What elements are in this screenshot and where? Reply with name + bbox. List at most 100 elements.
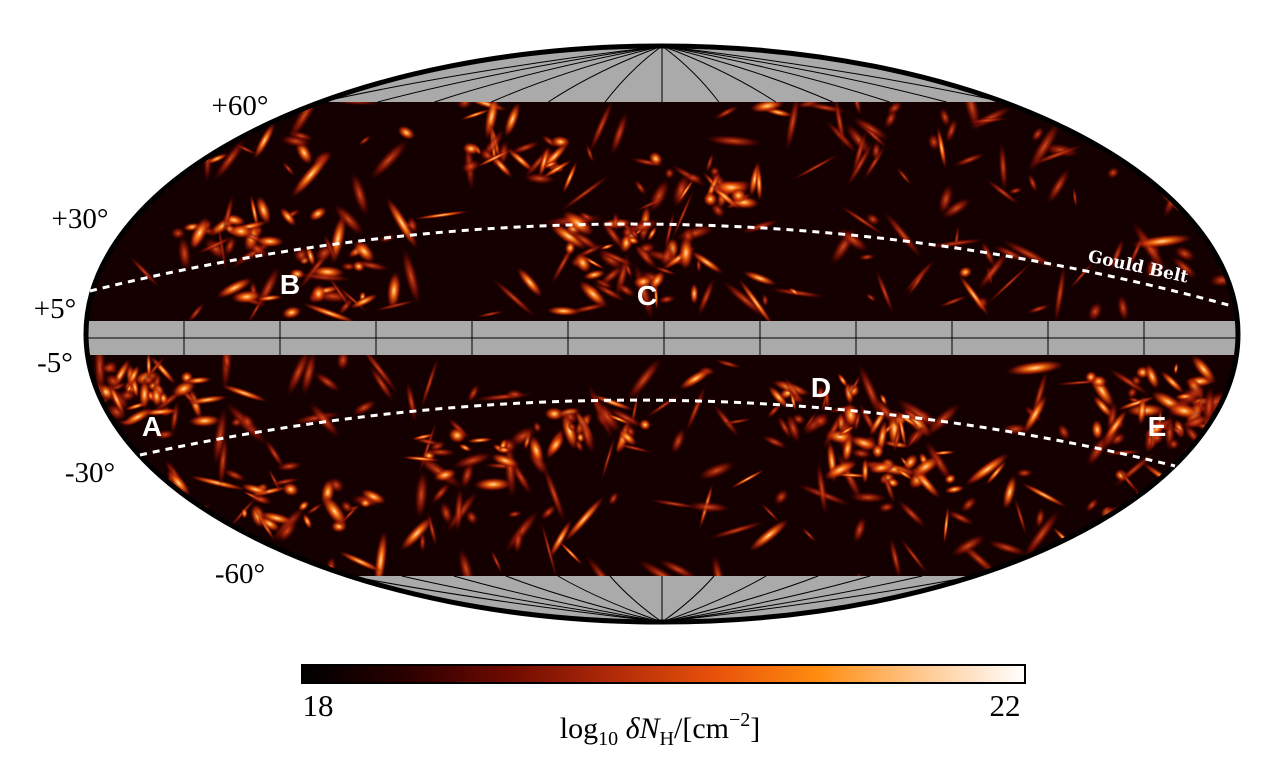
dust-clump: [987, 540, 1028, 556]
meridian-line: [661, 46, 720, 103]
dust-clump: [936, 126, 947, 169]
dust-clump: [585, 143, 595, 163]
dust-clump: [590, 394, 635, 411]
dust-clump: [563, 495, 605, 543]
dust-clump: [231, 289, 263, 304]
meridian-line: [401, 575, 663, 622]
dust-clump: [255, 294, 283, 302]
dust-clump: [697, 277, 715, 317]
dust-clump: [352, 399, 377, 416]
dust-clump: [1171, 425, 1185, 436]
dust-clump: [411, 433, 435, 441]
dust-clump: [852, 116, 890, 141]
dust-clump: [953, 224, 960, 254]
dust-clump: [223, 468, 247, 482]
meridian-line: [661, 575, 715, 622]
dust-clump: [860, 123, 888, 149]
dust-clump: [906, 425, 924, 450]
dust-clump: [172, 509, 194, 517]
dust-clump: [1108, 368, 1150, 396]
dust-clump: [899, 537, 929, 575]
meridian-line: [604, 46, 663, 103]
dust-clump: [465, 509, 479, 525]
dust-clump: [503, 101, 521, 138]
gould-belt-south-curve: [139, 398, 1176, 468]
dust-clump: [1053, 263, 1067, 325]
dust-clump: [110, 489, 130, 521]
dust-clump: [950, 534, 987, 558]
dust-clump: [877, 501, 896, 513]
dust-clump: [279, 207, 297, 227]
dust-clump: [721, 280, 768, 319]
dust-clump: [353, 240, 376, 263]
dust-clump: [448, 427, 467, 444]
dust-clump: [249, 493, 273, 505]
dust-clump: [509, 426, 537, 447]
dust-clump: [634, 179, 647, 196]
dust-clump: [453, 486, 464, 534]
dust-clump: [1167, 402, 1201, 420]
dust-clump: [647, 226, 658, 242]
dust-clump: [352, 260, 366, 273]
dust-clump: [104, 373, 122, 389]
meridian-line: [661, 575, 767, 622]
dust-clump: [785, 92, 801, 152]
dust-clump: [875, 269, 894, 315]
dust-clump: [397, 125, 416, 140]
dust-clump: [121, 407, 154, 427]
meridian-line: [453, 575, 663, 622]
dust-clump: [945, 118, 958, 144]
dust-clump: [558, 540, 584, 566]
dust-clump: [476, 149, 513, 168]
dust-clump: [861, 457, 869, 485]
dust-clump: [1072, 186, 1078, 208]
dust-clump: [196, 235, 235, 255]
dust-clump: [896, 166, 912, 186]
dust-clump: [401, 455, 441, 462]
dust-clump: [1173, 362, 1179, 375]
dust-clump: [845, 123, 873, 157]
dust-clump: [633, 275, 654, 289]
dust-clump: [240, 483, 271, 496]
dust-clump: [574, 252, 592, 273]
dust-clump: [626, 357, 662, 402]
dust-clump: [977, 250, 1010, 291]
dust-clump: [452, 452, 493, 469]
dust-clump: [1110, 99, 1120, 112]
dust-clump: [588, 98, 614, 154]
meridian-line: [661, 46, 833, 103]
dust-clump: [401, 247, 421, 306]
dust-clump: [634, 245, 658, 269]
colorbar: [302, 665, 1025, 683]
dust-clump: [302, 513, 313, 529]
dust-clump: [927, 133, 941, 151]
dust-clump: [664, 209, 675, 253]
meridian-line: [661, 46, 947, 103]
dust-clump: [1197, 437, 1226, 479]
meridian-line: [661, 575, 975, 622]
dust-clump: [476, 310, 505, 318]
dust-clump: [228, 224, 254, 239]
dust-clump: [497, 446, 511, 454]
dust-clump: [638, 418, 652, 431]
dust-clump: [327, 275, 352, 310]
region-label-a: A: [142, 411, 162, 442]
dust-clump: [833, 93, 846, 150]
dust-clump: [541, 159, 573, 179]
dust-clump: [1130, 234, 1193, 249]
dust-clump: [738, 278, 774, 328]
dust-clump: [1122, 532, 1147, 565]
dust-clump: [369, 365, 395, 402]
dust-clump: [676, 178, 695, 204]
dust-clump: [690, 250, 724, 275]
dust-clump: [86, 120, 118, 139]
dust-clump: [1203, 437, 1217, 490]
dust-clump: [687, 501, 731, 513]
dust-clump: [309, 265, 346, 279]
dust-clump: [853, 409, 862, 433]
dust-clump: [269, 477, 301, 486]
sky-map: [86, 46, 1238, 622]
dust-clump: [281, 305, 302, 320]
dust-clump: [721, 418, 753, 425]
